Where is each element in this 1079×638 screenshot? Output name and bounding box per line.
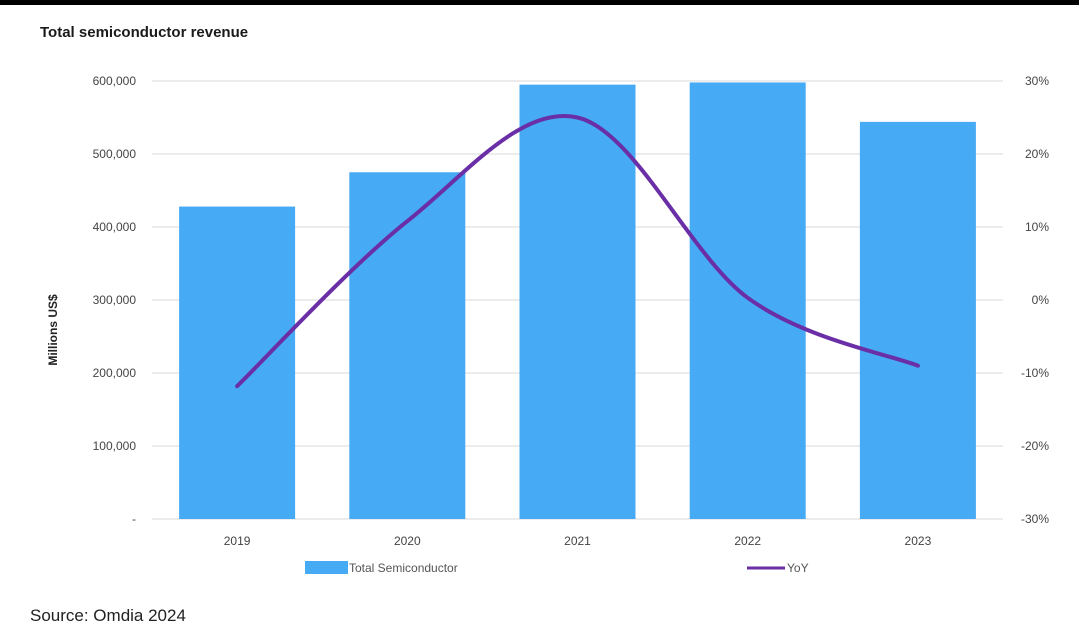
line-series (235, 114, 920, 389)
legend-label-line: YoY (787, 561, 809, 575)
y-tick-label: 200,000 (93, 366, 137, 380)
x-tick-label: 2023 (905, 534, 932, 548)
right-axis-ticks: -30% -20% -10% 0% 10% 20% 30% (1021, 74, 1049, 526)
y-tick-label: 600,000 (93, 74, 137, 88)
chart: - 100,000 200,000 300,000 400,000 500,000 600,… (46, 74, 1049, 575)
x-tick-label: 2022 (734, 534, 761, 548)
bar-2020 (349, 172, 466, 519)
source-note: Source: Omdia 2024 (30, 606, 186, 625)
y-axis-label: Millions US$ (46, 294, 60, 366)
x-tick-label: 2021 (564, 534, 591, 548)
y2-tick-label: 30% (1025, 74, 1049, 88)
y2-tick-label: -10% (1021, 366, 1049, 380)
bar-2023 (859, 121, 976, 519)
bar-2019 (179, 206, 296, 519)
y-tick-label: 500,000 (93, 147, 137, 161)
y2-tick-label: 0% (1032, 293, 1050, 307)
y2-tick-label: 10% (1025, 220, 1049, 234)
legend-swatch-bar (305, 561, 348, 574)
top-border (0, 0, 1079, 5)
x-axis-ticks: 2019 2020 2021 2022 2023 (224, 534, 932, 548)
y-tick-label: 300,000 (93, 293, 137, 307)
y2-tick-label: -30% (1021, 512, 1049, 526)
bar-2021 (519, 84, 636, 520)
x-tick-label: 2020 (394, 534, 421, 548)
x-tick-label: 2019 (224, 534, 251, 548)
chart-title: Total semiconductor revenue (40, 24, 249, 41)
bar-series (179, 82, 976, 520)
y2-tick-label: -20% (1021, 439, 1049, 453)
left-axis-ticks: - 100,000 200,000 300,000 400,000 500,000 600,… (93, 74, 137, 526)
bar-2022 (689, 82, 806, 520)
y-tick-label: - (132, 512, 136, 526)
legend: Total Semiconductor YoY (305, 561, 809, 575)
y-tick-label: 400,000 (93, 220, 137, 234)
y-tick-label: 100,000 (93, 439, 137, 453)
y2-tick-label: 20% (1025, 147, 1049, 161)
legend-label-bar: Total Semiconductor (349, 561, 458, 575)
